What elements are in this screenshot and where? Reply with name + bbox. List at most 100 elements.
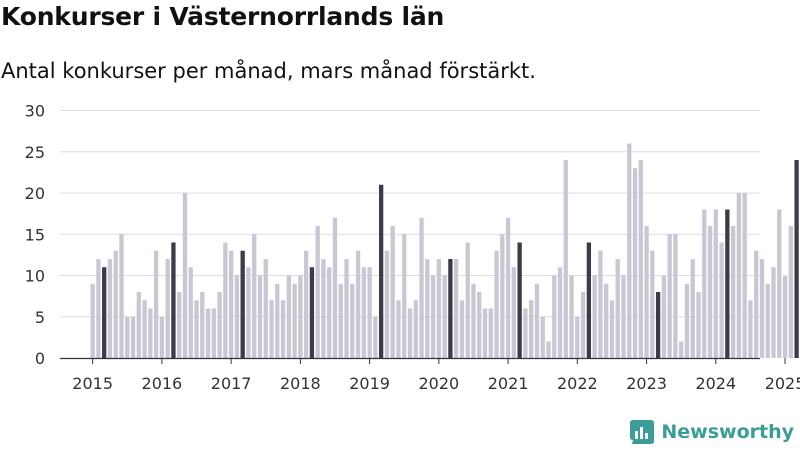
bar-2017-10 bbox=[280, 300, 286, 358]
bar-2021-01 bbox=[505, 217, 511, 358]
x-tick-label-2016: 2016 bbox=[142, 374, 183, 393]
y-tick-label-25: 25 bbox=[25, 143, 45, 162]
bar-2022-01 bbox=[575, 316, 580, 358]
bar-2022-11 bbox=[632, 168, 638, 358]
newsworthy-logo: Newsworthy bbox=[629, 419, 794, 445]
y-tick-label-15: 15 bbox=[25, 225, 45, 244]
chart-subtitle: Antal konkurser per månad, mars månad fö… bbox=[1, 59, 536, 83]
bar-2020-04 bbox=[454, 259, 459, 358]
bar-2021-02 bbox=[511, 267, 517, 358]
bar-2019-06 bbox=[396, 300, 401, 358]
bar-2019-04 bbox=[384, 250, 390, 358]
bar-2023-04 bbox=[661, 275, 667, 358]
bar-2022-12 bbox=[638, 160, 643, 358]
bar-2020-11 bbox=[494, 250, 499, 358]
bar-2018-12 bbox=[361, 267, 366, 358]
bar-2023-10 bbox=[696, 292, 701, 358]
bar-2016-03 bbox=[171, 242, 176, 358]
bar-2017-11 bbox=[286, 275, 291, 358]
bar-2016-06 bbox=[188, 267, 193, 358]
bar-2020-12 bbox=[500, 234, 505, 358]
bar-2024-11 bbox=[771, 267, 776, 358]
bar-2015-04 bbox=[107, 259, 113, 358]
bar-2021-06 bbox=[534, 283, 540, 358]
bar-2021-05 bbox=[529, 300, 534, 358]
bar-2024-01 bbox=[713, 209, 718, 358]
brand-name: Newsworthy bbox=[661, 421, 794, 443]
bar-2023-12 bbox=[707, 226, 713, 358]
bar-2022-09 bbox=[621, 275, 626, 358]
bar-2022-10 bbox=[627, 143, 632, 358]
bar-2020-01 bbox=[436, 259, 441, 358]
bar-2018-09 bbox=[344, 259, 349, 358]
bar-2017-02 bbox=[234, 275, 240, 358]
bar-2021-07 bbox=[540, 316, 545, 358]
y-tick-label-5: 5 bbox=[35, 308, 45, 327]
bar-2019-01 bbox=[367, 267, 372, 358]
chart-title: Konkurser i Västernorrlands län bbox=[1, 2, 445, 31]
bar-2021-11 bbox=[563, 160, 568, 358]
x-tick-label-2015: 2015 bbox=[72, 374, 113, 393]
bar-2024-12 bbox=[777, 209, 782, 358]
bar-2023-02 bbox=[650, 250, 655, 358]
x-tick-label-2018: 2018 bbox=[280, 374, 321, 393]
bar-2023-03 bbox=[655, 292, 661, 358]
bar-2015-10 bbox=[142, 300, 147, 358]
bar-2015-01 bbox=[90, 283, 95, 358]
bar-2020-02 bbox=[442, 275, 447, 358]
bar-2023-01 bbox=[644, 226, 649, 358]
bar-2015-06 bbox=[119, 234, 124, 358]
newsworthy-logo-icon bbox=[630, 420, 655, 444]
bar-2017-04 bbox=[246, 267, 251, 358]
bar-2018-04 bbox=[315, 226, 320, 358]
bar-2022-05 bbox=[598, 250, 603, 358]
bar-2015-12 bbox=[153, 250, 159, 358]
x-axis: 2015 2016 2017 2018 2019 2020 2021 2022 2023 2024… bbox=[60, 357, 800, 393]
bar-2019-02 bbox=[373, 316, 378, 358]
x-tick-label-2017: 2017 bbox=[211, 374, 252, 393]
bar-2020-10 bbox=[488, 308, 493, 358]
bar-2023-05 bbox=[667, 234, 672, 358]
bar-2015-02 bbox=[96, 259, 101, 358]
y-tick-label-0: 0 bbox=[35, 349, 45, 368]
bar-2021-10 bbox=[557, 267, 563, 358]
bar-2016-08 bbox=[200, 292, 205, 358]
grid-lines bbox=[60, 110, 760, 318]
bar-2024-10 bbox=[765, 283, 770, 358]
x-tick-label-2022: 2022 bbox=[557, 374, 598, 393]
x-tick-label-2024: 2024 bbox=[695, 374, 736, 393]
bar-2023-09 bbox=[690, 259, 695, 358]
bar-2022-04 bbox=[592, 275, 597, 358]
bar-2021-03 bbox=[517, 242, 522, 358]
bar-2024-08 bbox=[754, 250, 759, 358]
bar-2020-09 bbox=[482, 308, 488, 358]
bar-2016-10 bbox=[211, 308, 216, 358]
bar-2017-09 bbox=[275, 283, 280, 358]
bar-2022-07 bbox=[609, 300, 615, 358]
bar-2018-01 bbox=[298, 275, 303, 358]
bar-2018-08 bbox=[338, 283, 343, 358]
bar-2018-02 bbox=[303, 250, 309, 358]
bar-2025-01 bbox=[782, 275, 788, 358]
bar-2020-08 bbox=[477, 292, 482, 358]
bar-2017-08 bbox=[269, 300, 274, 358]
bar-2019-03 bbox=[379, 184, 384, 358]
bar-2019-11 bbox=[425, 259, 430, 358]
bar-2020-06 bbox=[465, 242, 470, 358]
bar-2018-06 bbox=[327, 267, 332, 358]
bar-2024-09 bbox=[759, 259, 765, 358]
bar-2016-01 bbox=[159, 316, 165, 358]
x-tick-label-2020: 2020 bbox=[418, 374, 459, 393]
bar-2015-11 bbox=[148, 308, 153, 358]
x-tick-label-2019: 2019 bbox=[349, 374, 390, 393]
bar-2024-02 bbox=[719, 242, 724, 358]
bar-2018-10 bbox=[350, 283, 355, 358]
y-tick-label-30: 30 bbox=[25, 102, 45, 121]
y-tick-label-20: 20 bbox=[25, 184, 45, 203]
bar-2019-09 bbox=[413, 300, 418, 358]
bar-2017-03 bbox=[240, 250, 245, 358]
bar-2018-05 bbox=[321, 259, 326, 358]
bars bbox=[90, 143, 799, 358]
bar-2015-09 bbox=[136, 292, 141, 358]
